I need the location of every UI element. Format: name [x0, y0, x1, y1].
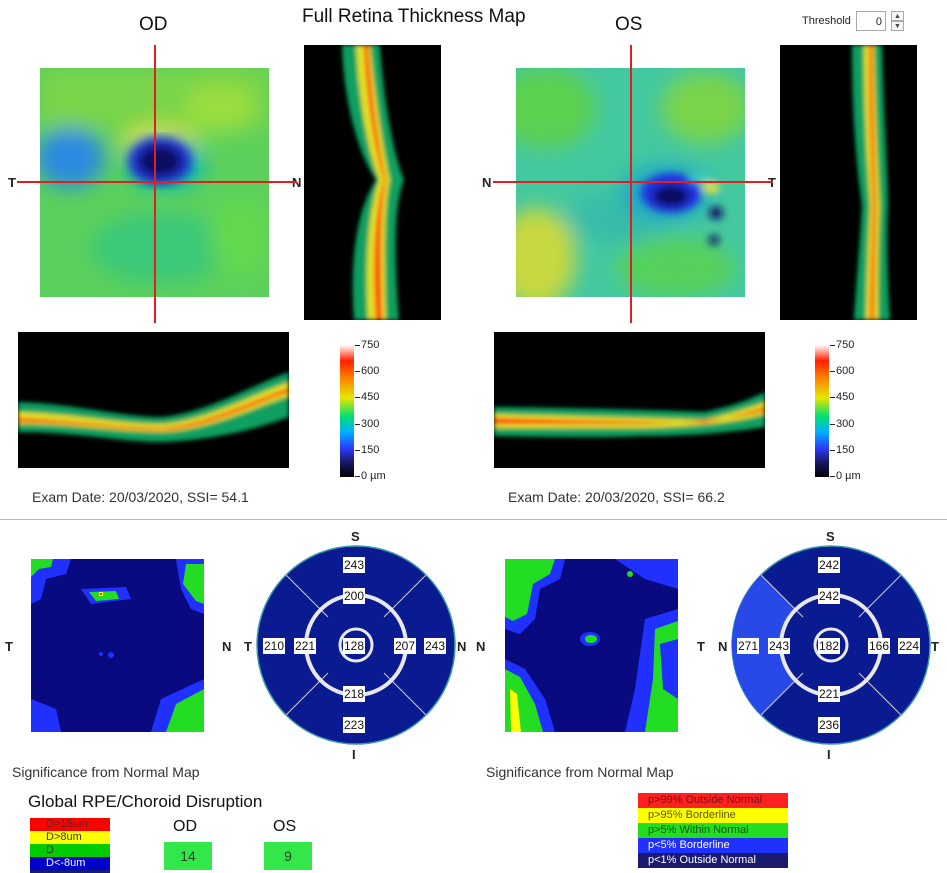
sig-legend-row: p<1% Outside Normal: [638, 853, 788, 868]
page-title: Full Retina Thickness Map: [302, 6, 526, 27]
os-horizontal-crosshair: [493, 181, 773, 183]
global-os-value: 9: [264, 842, 312, 870]
threshold-down-button[interactable]: ▼: [891, 21, 904, 31]
od-colorbar-tick: 600: [355, 365, 379, 377]
od-significance-title: Significance from Normal Map: [12, 764, 200, 780]
od-grid-superior-label: S: [351, 529, 360, 544]
threshold-input[interactable]: 0: [856, 11, 886, 31]
od-exam-info: Exam Date: 20/03/2020, SSI= 54.1: [32, 489, 249, 505]
global-os-label: OS: [273, 818, 297, 835]
os-significance-map: [505, 559, 678, 732]
os-grid-inner-nasal: 243: [768, 638, 790, 654]
os-grid-center: 182: [818, 638, 840, 654]
global-od-label: OD: [173, 818, 197, 835]
os-significance-title: Significance from Normal Map: [486, 764, 674, 780]
od-grid-inner-nasal: 207: [394, 638, 416, 654]
od-colorbar-tick: 150: [355, 444, 379, 456]
od-grid-outer-nasal: 243: [424, 638, 446, 654]
od-grid-outer-inferior: 223: [343, 717, 365, 733]
os-grid-outer-nasal: 271: [737, 638, 759, 654]
od-horizontal-bscan: [18, 332, 289, 468]
od-grid-inferior-label: I: [352, 747, 356, 762]
global-disruption-title: Global RPE/Choroid Disruption: [28, 792, 263, 811]
os-colorbar: [815, 345, 829, 477]
os-grid-inferior-label: I: [827, 747, 831, 762]
threshold-up-button[interactable]: ▲: [891, 11, 904, 21]
global-legend-row: D<-8um: [30, 857, 110, 870]
os-vertical-bscan: [780, 45, 917, 320]
od-vertical-crosshair: [154, 45, 156, 323]
sig-legend-row: p>95% Borderline: [638, 808, 788, 823]
os-grid-outer-superior: 242: [818, 557, 840, 573]
os-sig-temporal-label: T: [697, 639, 705, 654]
od-colorbar-tick: 450: [355, 391, 379, 403]
od-grid-inner-inferior: 218: [343, 686, 365, 702]
od-horizontal-crosshair: [17, 181, 297, 183]
od-grid-center: 128: [343, 638, 365, 654]
os-exam-info: Exam Date: 20/03/2020, SSI= 66.2: [508, 489, 725, 505]
os-colorbar-tick: 450: [830, 391, 854, 403]
section-divider: [0, 519, 947, 520]
global-legend-row-clipped: [30, 870, 110, 873]
os-horizontal-bscan: [494, 332, 765, 468]
os-grid-outer-inferior: 236: [818, 717, 840, 733]
od-grid-outer-superior: 243: [343, 557, 365, 573]
os-colorbar-tick: 0 µm: [830, 470, 861, 482]
global-od-value: 14: [164, 842, 212, 870]
od-temporal-label: T: [8, 175, 16, 190]
os-grid-inner-inferior: 221: [818, 686, 840, 702]
od-grid-inner-superior: 200: [343, 588, 365, 604]
od-grid-right-label: N: [457, 639, 467, 654]
global-legend-row: D>15um: [30, 818, 110, 831]
sig-legend-row: p>99% Outside Normal: [638, 793, 788, 808]
od-colorbar: [340, 345, 354, 477]
os-grid-right-label: T: [931, 639, 939, 654]
os-grid-superior-label: S: [826, 529, 835, 544]
od-grid-inner-temporal: 221: [294, 638, 316, 654]
os-colorbar-tick: 150: [830, 444, 854, 456]
threshold-label: Threshold: [802, 15, 851, 27]
os-grid-outer-temporal: 224: [898, 638, 920, 654]
od-colorbar-tick: 750: [355, 339, 379, 351]
sig-legend-row: p<5% Borderline: [638, 838, 788, 853]
os-vertical-crosshair: [630, 45, 632, 323]
os-colorbar-tick: 300: [830, 418, 854, 430]
os-grid-left-label: N: [718, 639, 728, 654]
global-legend-row: D>8um: [30, 831, 110, 844]
sig-legend-row: p>5% Within Normal: [638, 823, 788, 838]
od-sig-nasal-label: N: [222, 639, 232, 654]
os-nasal-label: N: [482, 175, 492, 190]
od-colorbar-tick: 300: [355, 418, 379, 430]
global-legend-row: D: [30, 844, 110, 857]
od-significance-map: [31, 559, 204, 732]
os-colorbar-tick: 750: [830, 339, 854, 351]
os-grid-inner-temporal: 166: [868, 638, 890, 654]
od-eye-label: OD: [139, 14, 168, 35]
os-eye-label: OS: [615, 14, 643, 35]
od-vertical-bscan: [304, 45, 441, 320]
od-colorbar-tick: 0 µm: [355, 470, 386, 482]
od-sig-temporal-label: T: [5, 639, 13, 654]
os-grid-inner-superior: 242: [818, 588, 840, 604]
os-colorbar-tick: 600: [830, 365, 854, 377]
od-grid-outer-temporal: 210: [263, 638, 285, 654]
os-sig-nasal-label: N: [476, 639, 486, 654]
od-grid-left-label: T: [244, 639, 252, 654]
